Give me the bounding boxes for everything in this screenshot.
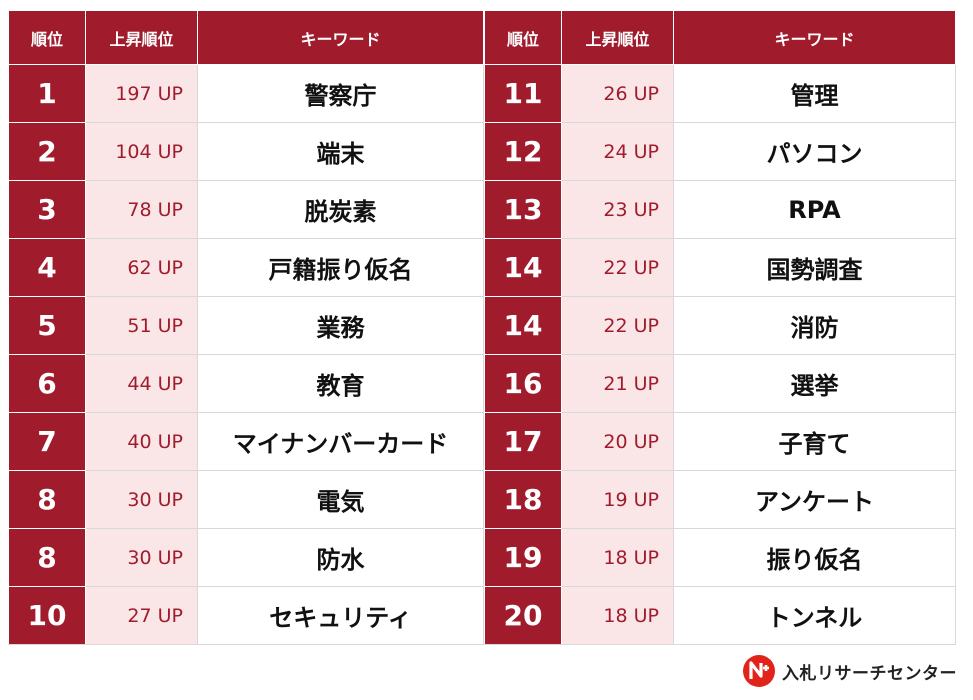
keyword-cell: パソコン (673, 122, 956, 181)
rank-cell: 8 (8, 470, 86, 529)
rank-cell: 17 (484, 412, 562, 471)
rank-cell: 4 (8, 238, 86, 297)
up-cell: 27 UP (85, 586, 198, 645)
rank-cell: 11 (484, 64, 562, 123)
keyword-cell: 国勢調査 (673, 238, 956, 297)
header-keyword: キーワード (197, 11, 484, 65)
rank-cell: 18 (484, 470, 562, 529)
table-row: 7 40 UP マイナンバーカード (8, 412, 484, 471)
table-row: 14 22 UP 消防 (484, 296, 956, 355)
table-row: 3 78 UP 脱炭素 (8, 180, 484, 239)
header-rank: 順位 (8, 11, 86, 65)
table-row: 12 24 UP パソコン (484, 122, 956, 181)
rank-cell: 14 (484, 238, 562, 297)
up-cell: 104 UP (85, 122, 198, 181)
header-up: 上昇順位 (85, 11, 198, 65)
rank-cell: 7 (8, 412, 86, 471)
table-row: 11 26 UP 管理 (484, 64, 956, 123)
keyword-cell: 脱炭素 (197, 180, 484, 239)
table-row: 5 51 UP 業務 (8, 296, 484, 355)
table-row: 18 19 UP アンケート (484, 470, 956, 529)
rank-cell: 2 (8, 122, 86, 181)
up-cell: 30 UP (85, 470, 198, 529)
up-cell: 18 UP (561, 586, 674, 645)
table-row: 6 44 UP 教育 (8, 354, 484, 413)
up-cell: 30 UP (85, 528, 198, 587)
up-cell: 78 UP (85, 180, 198, 239)
keyword-cell: 教育 (197, 354, 484, 413)
ranking-table-left: 順位 上昇順位 キーワード 1 197 UP 警察庁 2 104 UP 端末 3 78 U… (8, 11, 484, 645)
rank-cell: 20 (484, 586, 562, 645)
rank-cell: 6 (8, 354, 86, 413)
up-cell: 24 UP (561, 122, 674, 181)
table-row: 8 30 UP 電気 (8, 470, 484, 529)
rank-cell: 14 (484, 296, 562, 355)
keyword-cell: 消防 (673, 296, 956, 355)
keyword-cell: セキュリティ (197, 586, 484, 645)
rank-cell: 16 (484, 354, 562, 413)
rank-cell: 8 (8, 528, 86, 587)
up-cell: 40 UP (85, 412, 198, 471)
keyword-cell: 端末 (197, 122, 484, 181)
table-row: 10 27 UP セキュリティ (8, 586, 484, 645)
up-cell: 51 UP (85, 296, 198, 355)
keyword-cell: アンケート (673, 470, 956, 529)
table-header-row: 順位 上昇順位 キーワード (8, 11, 484, 65)
rank-cell: 1 (8, 64, 86, 123)
up-cell: 21 UP (561, 354, 674, 413)
table-row: 1 197 UP 警察庁 (8, 64, 484, 123)
rank-cell: 10 (8, 586, 86, 645)
keyword-cell: RPA (673, 180, 956, 239)
up-cell: 22 UP (561, 296, 674, 355)
table-row: 8 30 UP 防水 (8, 528, 484, 587)
up-cell: 26 UP (561, 64, 674, 123)
keyword-cell: 業務 (197, 296, 484, 355)
table-header-row: 順位 上昇順位 キーワード (484, 11, 956, 65)
keyword-cell: 戸籍振り仮名 (197, 238, 484, 297)
header-rank: 順位 (484, 11, 562, 65)
up-cell: 19 UP (561, 470, 674, 529)
keyword-cell: マイナンバーカード (197, 412, 484, 471)
header-keyword: キーワード (673, 11, 956, 65)
keyword-cell: 振り仮名 (673, 528, 956, 587)
rank-cell: 12 (484, 122, 562, 181)
up-cell: 62 UP (85, 238, 198, 297)
up-cell: 20 UP (561, 412, 674, 471)
keyword-cell: 管理 (673, 64, 956, 123)
table-row: 4 62 UP 戸籍振り仮名 (8, 238, 484, 297)
up-cell: 18 UP (561, 528, 674, 587)
up-cell: 22 UP (561, 238, 674, 297)
keyword-cell: トンネル (673, 586, 956, 645)
up-cell: 23 UP (561, 180, 674, 239)
logo-text: 入札リサーチセンター (782, 663, 957, 684)
table-row: 14 22 UP 国勢調査 (484, 238, 956, 297)
table-row: 20 18 UP トンネル (484, 586, 956, 645)
table-row: 17 20 UP 子育て (484, 412, 956, 471)
rank-cell: 19 (484, 528, 562, 587)
up-cell: 197 UP (85, 64, 198, 123)
table-row: 19 18 UP 振り仮名 (484, 528, 956, 587)
keyword-cell: 防水 (197, 528, 484, 587)
up-cell: 44 UP (85, 354, 198, 413)
keyword-cell: 警察庁 (197, 64, 484, 123)
brand-logo: 入札リサーチセンター (742, 654, 957, 688)
keyword-cell: 電気 (197, 470, 484, 529)
keyword-cell: 選挙 (673, 354, 956, 413)
table-row: 2 104 UP 端末 (8, 122, 484, 181)
nr-logo-icon (743, 655, 775, 687)
table-row: 13 23 UP RPA (484, 180, 956, 239)
rank-cell: 13 (484, 180, 562, 239)
rank-cell: 5 (8, 296, 86, 355)
header-up: 上昇順位 (561, 11, 674, 65)
keyword-cell: 子育て (673, 412, 956, 471)
rank-cell: 3 (8, 180, 86, 239)
table-row: 16 21 UP 選挙 (484, 354, 956, 413)
ranking-table-right: 順位 上昇順位 キーワード 11 26 UP 管理 12 24 UP パソコン 13 23… (484, 11, 956, 645)
